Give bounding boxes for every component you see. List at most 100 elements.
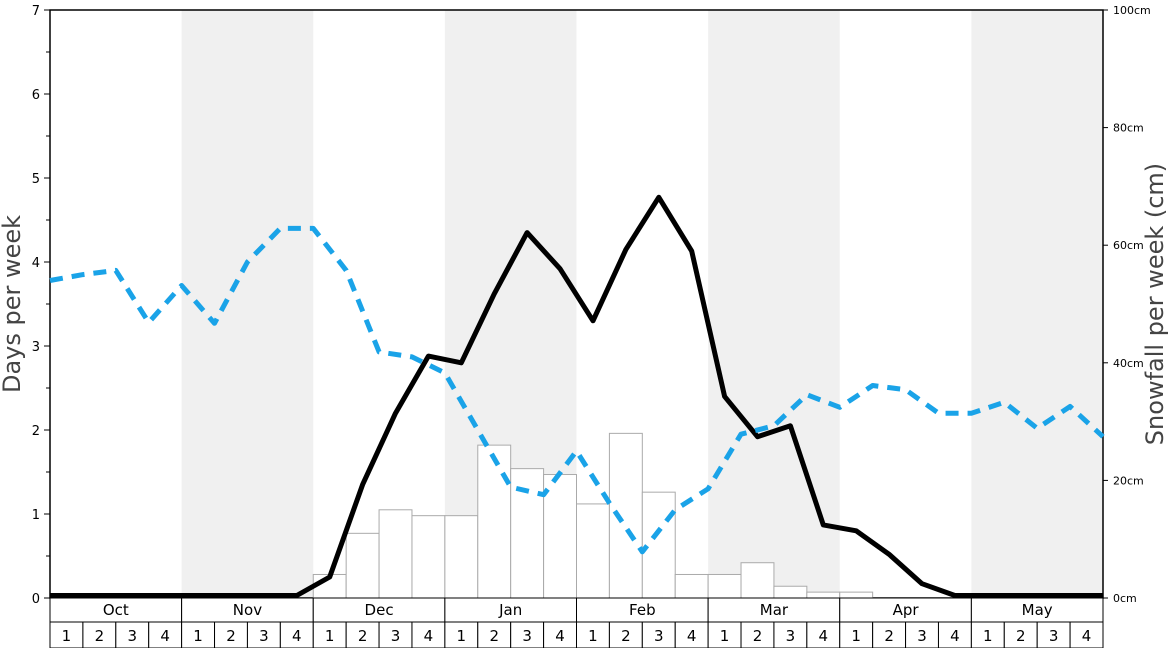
right-tick-label: 40cm — [1113, 357, 1144, 370]
month-label: Jan — [498, 601, 522, 619]
week-label: 3 — [127, 627, 137, 645]
week-cell — [312, 621, 347, 648]
week-label: 4 — [1082, 627, 1092, 645]
month-cell — [181, 597, 314, 623]
snowfall-bar — [806, 591, 841, 599]
month-label: Oct — [103, 601, 129, 619]
left-tick-label: 0 — [32, 592, 40, 607]
week-label: 4 — [950, 627, 960, 645]
week-label: 1 — [720, 627, 730, 645]
right-tick-label: 80cm — [1113, 122, 1144, 135]
week-label: 3 — [654, 627, 664, 645]
week-label: 2 — [1016, 627, 1026, 645]
right-tick-label: 20cm — [1113, 474, 1144, 487]
week-cell — [1069, 621, 1104, 648]
week-label: 1 — [457, 627, 467, 645]
week-label: 3 — [391, 627, 401, 645]
month-label: Mar — [760, 601, 789, 619]
dashed-series-line — [49, 225, 1105, 555]
left-tick-label: 6 — [32, 88, 40, 103]
snowfall-bar — [576, 503, 610, 599]
snowfall-bar — [345, 532, 380, 599]
week-cell — [115, 621, 150, 648]
month-label: Dec — [365, 601, 394, 619]
snowfall-bar — [510, 468, 545, 599]
week-label: 2 — [95, 627, 105, 645]
week-cell — [806, 621, 841, 648]
snowfall-bar — [378, 509, 413, 599]
week-label: 1 — [62, 627, 72, 645]
month-cell — [839, 597, 972, 623]
month-cell — [49, 597, 183, 623]
week-label: 4 — [687, 627, 697, 645]
week-cell — [49, 621, 84, 648]
month-shade — [708, 10, 840, 598]
right-tick-label: 60cm — [1113, 239, 1144, 252]
month-label: Nov — [233, 601, 262, 619]
week-label: 4 — [555, 627, 565, 645]
week-cell — [148, 621, 183, 648]
axis-ticks: 0 1 2 3 4 5 6 7 0cm 20cm 40cm 60cm 80cm 100cm — [32, 4, 1151, 607]
week-label: 2 — [489, 627, 499, 645]
month-label: Feb — [629, 601, 656, 619]
week-cell — [839, 621, 874, 648]
week-label: 3 — [786, 627, 796, 645]
month-shade — [971, 10, 1103, 598]
week-label: 3 — [917, 627, 927, 645]
week-label: 2 — [621, 627, 631, 645]
left-tick-label: 3 — [32, 340, 40, 355]
snowfall-bar — [477, 444, 512, 599]
week-cell — [905, 621, 939, 648]
week-label: 1 — [193, 627, 203, 645]
week-cell — [872, 621, 907, 648]
snowfall-bar — [740, 562, 775, 599]
week-label: 2 — [226, 627, 236, 645]
week-cell — [444, 621, 479, 648]
month-cell — [970, 597, 1104, 623]
snowfall-bar — [707, 573, 742, 599]
week-cell — [82, 621, 117, 648]
week-label: 2 — [358, 627, 368, 645]
snowfall-bar — [773, 585, 808, 599]
month-label: May — [1022, 601, 1053, 619]
snowfall-bar — [641, 491, 676, 599]
snowfall-bar — [543, 474, 577, 599]
week-label: 1 — [325, 627, 335, 645]
left-tick-label: 7 — [32, 4, 40, 19]
right-tick-label: 100cm — [1113, 4, 1151, 17]
month-labels: Oct 1 2 3 4 Nov 1 2 3 4 Dec 1 2 3 4 Jan 1 2 3 4 Feb 1 2 3 4 Mar 1 2… — [49, 597, 1104, 648]
week-cell — [740, 621, 775, 648]
week-label: 3 — [1049, 627, 1059, 645]
left-tick-label: 5 — [32, 172, 40, 187]
week-cell — [543, 621, 577, 648]
snowfall-bar — [839, 591, 874, 599]
data-lines — [49, 194, 1105, 598]
snowfall-bar — [674, 573, 709, 599]
week-label: 2 — [753, 627, 763, 645]
week-label: 1 — [983, 627, 993, 645]
month-shade — [181, 10, 314, 598]
week-label: 4 — [292, 627, 302, 645]
week-label: 4 — [160, 627, 170, 645]
snowfall-bar — [411, 515, 446, 599]
left-tick-label: 2 — [32, 424, 40, 439]
right-axis-title: Snowfall per week (cm) — [1141, 163, 1168, 445]
days-line — [50, 194, 1103, 598]
left-tick-label: 1 — [32, 508, 40, 523]
month-shading — [181, 10, 1103, 598]
week-cell — [345, 621, 380, 648]
week-label: 2 — [884, 627, 894, 645]
week-label: 4 — [424, 627, 434, 645]
week-label: 1 — [588, 627, 598, 645]
week-label: 3 — [522, 627, 532, 645]
left-tick-label: 4 — [32, 256, 40, 271]
week-cell — [641, 621, 676, 648]
month-label: Apr — [893, 601, 920, 619]
left-axis-title: Days per week — [0, 215, 26, 393]
snowfall-bar — [608, 432, 643, 599]
week-label: 1 — [851, 627, 861, 645]
week-cell — [674, 621, 709, 648]
week-label: 3 — [259, 627, 269, 645]
right-tick-label: 0cm — [1113, 592, 1137, 605]
